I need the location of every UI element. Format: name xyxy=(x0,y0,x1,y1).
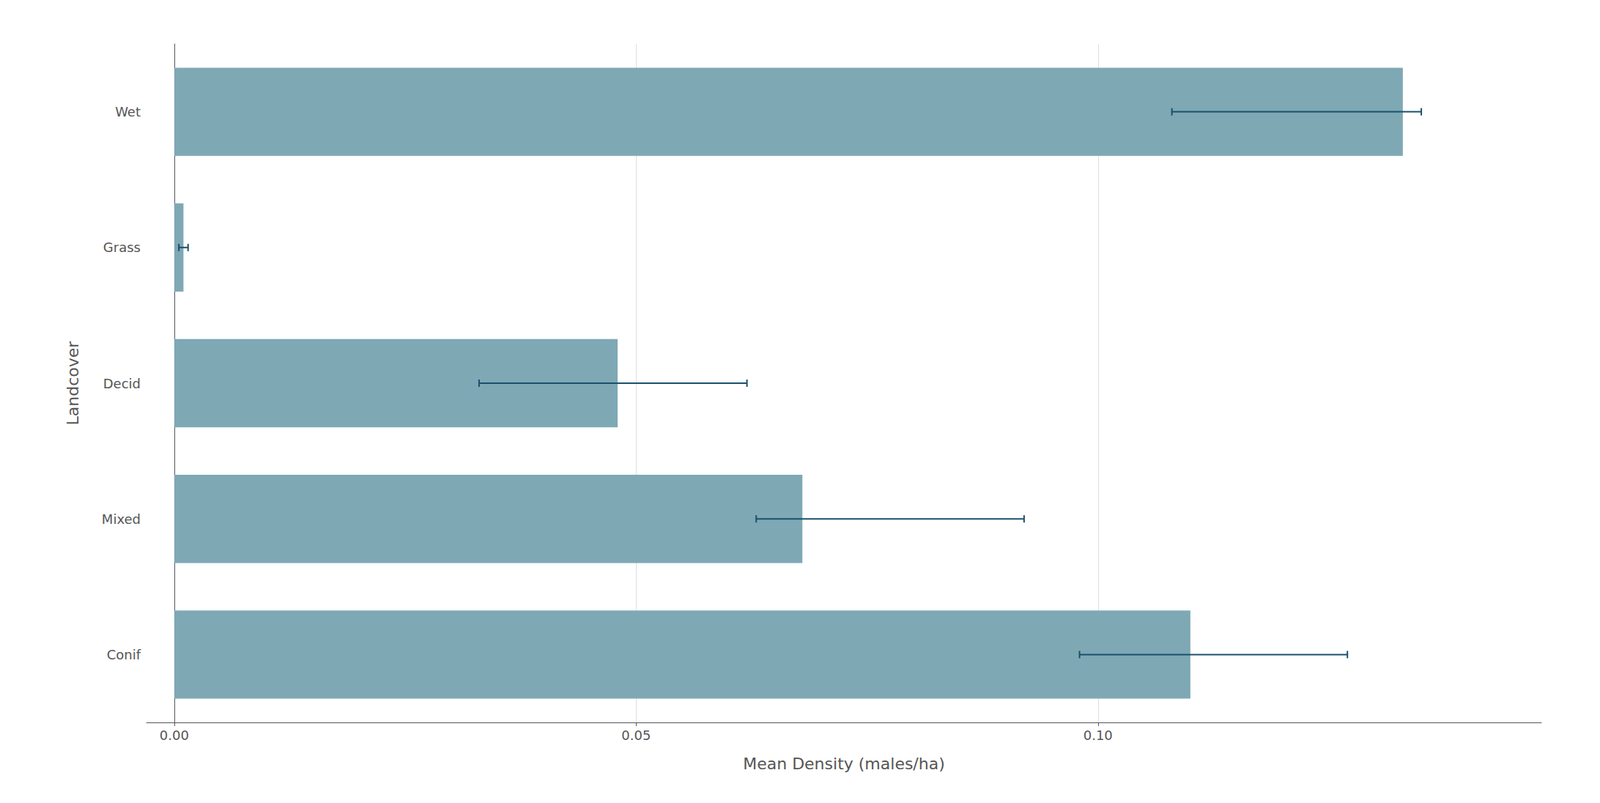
svg-text:Landcover: Landcover xyxy=(63,340,83,426)
svg-text:0.10: 0.10 xyxy=(1083,727,1113,743)
svg-text:Mixed: Mixed xyxy=(101,511,141,527)
svg-text:Wet: Wet xyxy=(115,104,141,120)
svg-text:Mean Density (males/ha): Mean Density (males/ha) xyxy=(742,754,946,773)
svg-text:0.05: 0.05 xyxy=(621,727,651,743)
svg-text:Decid: Decid xyxy=(103,375,141,392)
svg-text:Grass: Grass xyxy=(103,239,141,255)
svg-text:0.00: 0.00 xyxy=(159,727,190,743)
svg-text:Conif: Conif xyxy=(106,646,142,663)
